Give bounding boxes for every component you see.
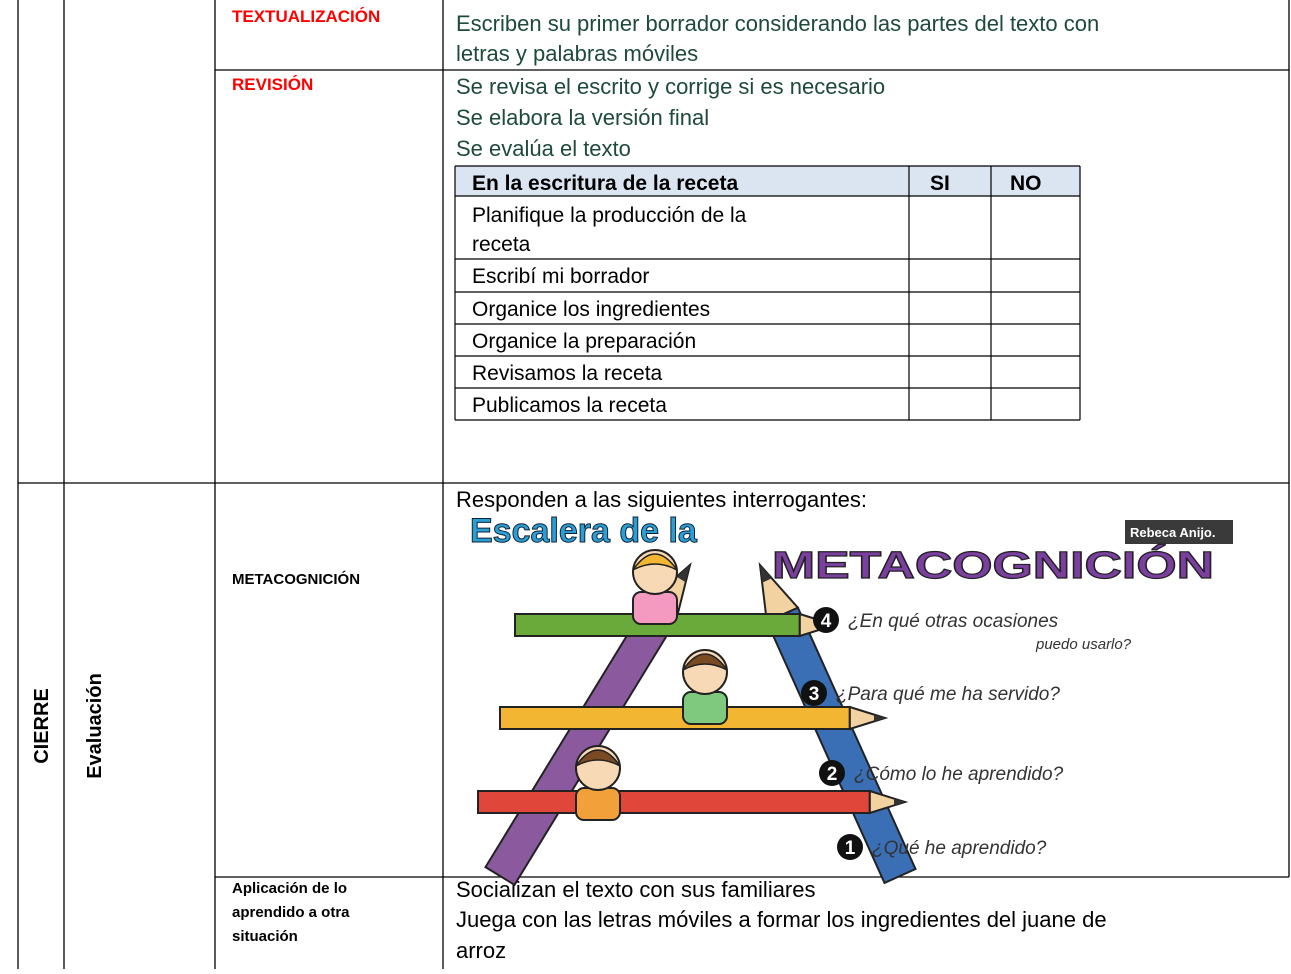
pencil-rung [477,789,909,815]
kid-body [575,787,621,821]
step-question: ¿Para qué me ha servido? [836,684,1060,705]
row-label: METACOGNICIÓN [232,570,360,588]
kid-body [682,691,728,725]
illustration-credit: Rebeca Anijo. [1130,525,1215,540]
step-badge [837,834,863,860]
illustration-subtitle: METACOGNICIÓN [772,543,1214,587]
row-label: situación [232,928,298,945]
row-label: TEXTUALIZACIÓN [232,7,380,26]
checklist-item: Publicamos la receta [472,394,667,417]
kid-hair [632,553,678,571]
checklist-header-bg [455,166,1080,196]
step-question: ¿En qué otras ocasiones [848,611,1059,632]
content-line: Responden a las siguientes interrogantes… [456,487,867,512]
step-question: ¿Qué he aprendido? [872,838,1047,859]
step-number: 3 [809,684,820,705]
pencil-tip [868,789,909,815]
step-question: puedo usarlo? [1035,636,1132,653]
illustration-title: Escalera de la [470,512,698,550]
content-line: Se revisa el escrito y corrige si es nec… [456,74,885,99]
pencil-lead [759,564,772,583]
step-number: 1 [845,838,856,859]
pencil-body [477,790,871,814]
checklist-item: receta [472,233,531,256]
step-number: 4 [821,611,832,632]
content-line: Escriben su primer borrador considerando… [456,11,1099,36]
pencil-tip [848,705,889,731]
pencil-body [499,706,851,730]
checklist-item: Planifique la producción de la [472,204,747,227]
content-line: letras y palabras móviles [456,41,698,66]
checklist-item: Organice la preparación [472,330,696,353]
checklist-item: Escribí mi borrador [472,265,649,288]
row-label: Aplicación de lo [232,880,347,897]
content-line: Juega con las letras móviles a formar lo… [456,907,1107,932]
content-line: Se evalúa el texto [456,136,631,161]
content-line: Se elabora la versión final [456,105,709,130]
row-label: aprendido a otra [232,904,350,921]
credit-bg [1125,520,1233,544]
checklist-item: Revisamos la receta [472,362,663,385]
kid-body [632,591,678,625]
pencil-lead [894,798,905,806]
pencil-right [758,561,917,885]
pencil-rung [499,705,889,731]
checklist-header: SI [930,172,950,195]
phase-label: Evaluación [84,673,106,779]
illustration: Escalera de la Rebeca Anijo. METACOGNICIÓN… [462,512,1242,887]
checklist-header: NO [1010,172,1042,195]
step-badge [801,680,827,706]
step-number: 2 [827,764,838,785]
checklist-header: En la escritura de la receta [472,172,738,195]
step-badge [813,607,839,633]
kid-hair [575,749,621,767]
kid-hair [682,653,728,671]
table-rules [17,0,1290,969]
step-badge [819,760,845,786]
content-line: arroz [456,938,506,963]
pencil-lead [874,714,885,722]
row-label: REVISIÓN [232,75,313,94]
step-question: ¿Cómo lo he aprendido? [854,764,1064,785]
checklist-item: Organice los ingredientes [472,298,710,321]
pencil-lead [676,564,690,583]
section-label: CIERRE [31,688,53,764]
